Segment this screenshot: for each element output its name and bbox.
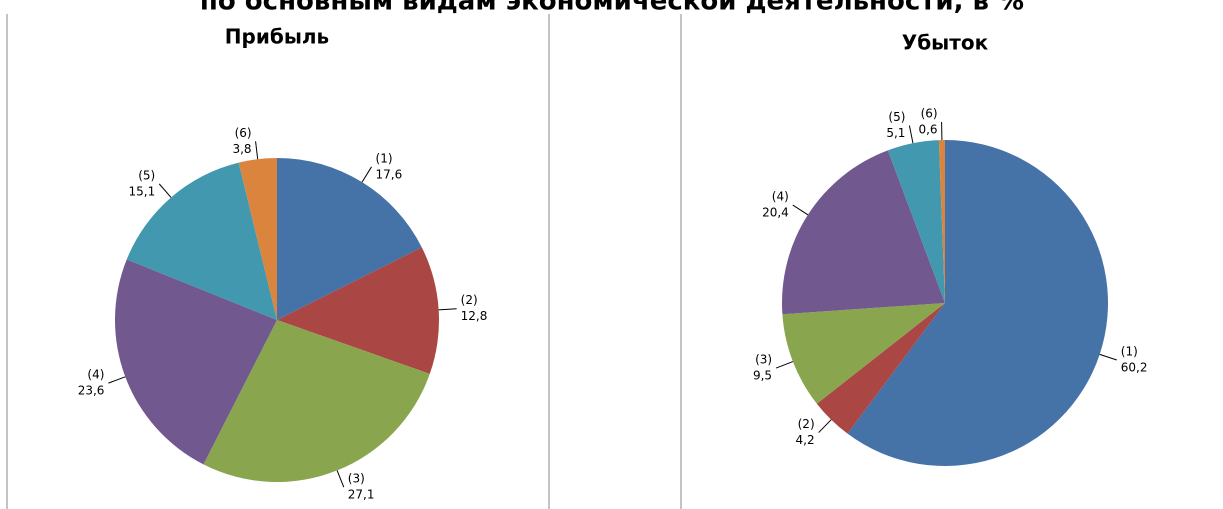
category-label: (1) (376, 151, 393, 165)
value-label: 15,1 (129, 184, 156, 198)
category-label: (4) (87, 368, 104, 382)
value-label: 4,2 (796, 433, 815, 447)
category-label: (1) (1121, 345, 1138, 359)
category-label: (6) (921, 107, 938, 121)
pie-slice (938, 140, 945, 303)
value-label: 23,6 (78, 384, 105, 398)
leader-line (361, 166, 372, 183)
category-label: (5) (888, 110, 905, 124)
leader-line (792, 204, 809, 216)
category-label: (2) (798, 417, 815, 431)
pie-slice (238, 158, 277, 320)
leader-line (818, 419, 832, 433)
value-label: 20,4 (762, 206, 789, 220)
value-label: 12,8 (461, 309, 488, 323)
leader-line (255, 141, 259, 160)
leader-line (158, 183, 172, 198)
pie-slice (126, 162, 278, 320)
category-label: (4) (772, 190, 789, 204)
leader-line (438, 308, 457, 311)
category-label: (2) (461, 293, 478, 307)
chart-title: Убыток (902, 31, 989, 55)
pie-slice (114, 259, 277, 465)
pie-slice (782, 150, 945, 315)
value-label: 17,6 (376, 167, 403, 181)
category-label: (6) (235, 126, 252, 140)
value-label: 3,8 (232, 142, 251, 156)
pie-slice (203, 320, 430, 482)
pie-slice (816, 303, 945, 434)
pie-slice (782, 303, 945, 404)
leader-line (336, 470, 345, 488)
value-label: 9,5 (753, 369, 772, 383)
value-label: 27,1 (348, 488, 375, 502)
pie-slice (847, 140, 1108, 466)
leader-line (1099, 353, 1117, 361)
pie-slice (887, 140, 945, 303)
value-label: 60,2 (1121, 361, 1148, 375)
category-label: (3) (348, 472, 365, 486)
leader-line (908, 125, 914, 144)
value-label: 0,6 (918, 123, 937, 137)
leader-line (775, 361, 794, 369)
category-label: (5) (138, 168, 155, 182)
page-title: по основным видам экономической деятельн… (200, 0, 1024, 17)
value-label: 5,1 (886, 126, 905, 140)
category-label: (3) (755, 353, 772, 367)
chart-title: Прибыль (225, 25, 329, 49)
pie-slice (277, 247, 439, 374)
pie-slice (277, 158, 422, 320)
leader-line (108, 376, 126, 384)
